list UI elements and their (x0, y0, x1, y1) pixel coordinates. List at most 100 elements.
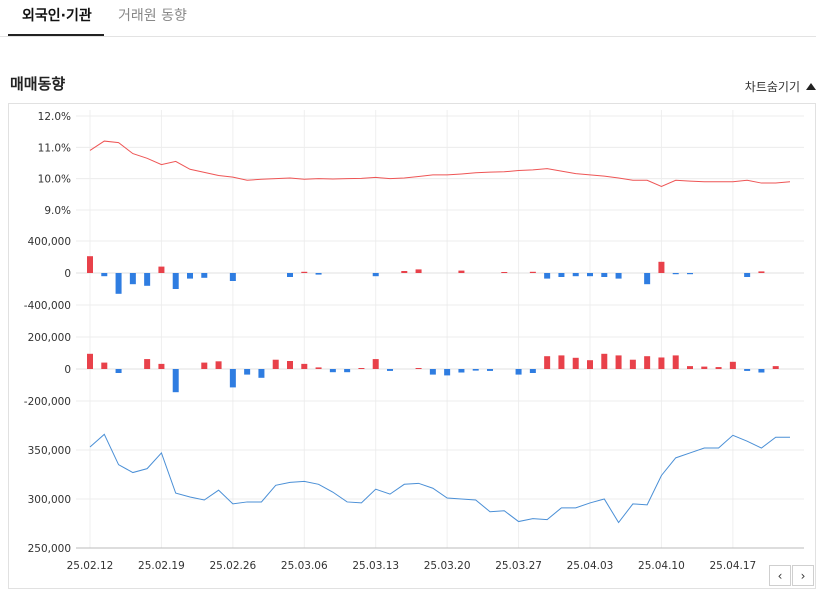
y-tick-label: 350,000 (28, 445, 71, 457)
tab-broker-trend[interactable]: 거래원 동향 (118, 8, 187, 24)
foreign-net-bar (101, 273, 108, 277)
foreign-net-bar (658, 261, 665, 273)
institution-net-bar (344, 369, 351, 373)
institution-net-bar (629, 359, 636, 369)
institution-net-bar (115, 369, 122, 373)
institution-net-bar (372, 359, 379, 369)
institution-net-bar (587, 360, 593, 369)
foreign-net-bar (415, 269, 422, 273)
x-tick-label: 25.03.20 (424, 560, 471, 572)
x-tick-label: 25.03.13 (352, 560, 399, 572)
foreign-net-bar (401, 271, 408, 273)
close-price-line (89, 433, 790, 524)
institution-net-bar (329, 369, 336, 373)
section-title: 매매동향 (10, 75, 66, 93)
foreign-net-bar (744, 273, 751, 277)
x-tick-label: 25.04.03 (567, 560, 614, 572)
y-tick-label: -200,000 (24, 396, 71, 408)
institution-net-bar (387, 369, 393, 371)
foreign-net-bar (115, 273, 122, 294)
y-tick-label: 0 (64, 364, 71, 376)
institution-net-bar (244, 369, 251, 375)
foreign-net-bar (144, 273, 151, 286)
x-tick-label: 25.02.26 (209, 560, 256, 572)
institution-net-bar (487, 369, 493, 371)
foreign-net-bar (529, 271, 536, 273)
ownership-ratio-line (89, 140, 791, 188)
institution-net-bar (87, 353, 93, 369)
foreign-net-bar (87, 256, 93, 273)
y-tick-label: 400,000 (28, 236, 71, 248)
foreign-net-bar (501, 272, 508, 273)
foreign-net-bar (129, 273, 136, 285)
y-tick-label: 200,000 (28, 332, 71, 344)
tab-bar: 외국인·기관 거래원 동향 (0, 0, 816, 37)
institution-net-bar (144, 359, 151, 369)
chevron-right-icon[interactable]: › (792, 565, 814, 586)
chart-toggle-label: 차트숨기기 (744, 80, 800, 94)
foreign-net-bar (158, 266, 165, 273)
institution-net-bar (529, 369, 536, 373)
tab-foreign-institution[interactable]: 외국인·기관 (22, 8, 92, 24)
institution-net-bar (544, 356, 551, 369)
chevron-left-icon[interactable]: ‹ (769, 565, 791, 586)
foreign-net-bar (758, 271, 765, 273)
institution-net-bar (744, 369, 751, 371)
institution-net-bar (201, 362, 208, 369)
foreign-net-bar (301, 271, 308, 273)
institution-net-bar (658, 357, 665, 369)
foreign-net-bar (229, 273, 236, 281)
foreign-net-bar (601, 273, 608, 277)
foreign-net-bar (458, 270, 465, 273)
foreign-net-bar (544, 273, 551, 279)
institution-net-bar (644, 356, 651, 369)
foreign-net-bar (315, 273, 322, 275)
foreign-net-bar (587, 273, 593, 277)
foreign-net-bar (644, 273, 651, 285)
institution-net-bar (258, 369, 265, 378)
y-tick-label: 300,000 (28, 494, 71, 506)
foreign-net-bar (187, 273, 193, 279)
x-tick-label: 25.04.17 (709, 560, 756, 572)
institution-net-bar (358, 368, 365, 369)
institution-net-bar (158, 363, 165, 369)
foreign-net-bar (687, 273, 693, 275)
x-tick-label: 25.03.27 (495, 560, 542, 572)
institution-net-bar (229, 369, 236, 388)
foreign-net-bar (172, 273, 179, 289)
institution-net-bar (172, 369, 179, 393)
y-tick-label: -400,000 (24, 300, 71, 312)
y-tick-label: 10.0% (38, 174, 71, 186)
caret-up-icon (806, 83, 816, 90)
active-tab-indicator (8, 34, 104, 36)
institution-net-bar (615, 355, 622, 369)
institution-net-bar (672, 355, 679, 369)
institution-net-bar (301, 363, 308, 369)
foreign-net-bar (201, 273, 208, 278)
foreign-net-bar (572, 273, 579, 277)
x-tick-label: 25.02.19 (138, 560, 185, 572)
institution-net-bar (601, 353, 608, 369)
institution-net-bar (415, 368, 422, 369)
institution-net-bar (215, 361, 222, 369)
institution-net-bar (515, 369, 522, 375)
institution-net-bar (315, 367, 322, 369)
institution-net-bar (101, 362, 108, 369)
institution-net-bar (715, 367, 722, 369)
institution-net-bar (758, 369, 765, 373)
x-tick-label: 25.02.12 (67, 560, 114, 572)
institution-net-bar (558, 355, 565, 369)
x-tick-label: 25.03.06 (281, 560, 328, 572)
chart-hide-toggle[interactable]: 차트숨기기 (745, 78, 816, 95)
institution-net-bar (458, 369, 465, 373)
foreign-net-bar (558, 273, 565, 277)
institution-net-bar (287, 361, 293, 369)
y-tick-label: 11.0% (38, 142, 71, 154)
institution-net-bar (729, 361, 736, 369)
chart-container (8, 103, 816, 589)
y-tick-label: 250,000 (28, 543, 71, 555)
institution-net-bar (272, 359, 279, 369)
x-tick-label: 25.04.10 (638, 560, 685, 572)
foreign-net-bar (672, 273, 679, 275)
